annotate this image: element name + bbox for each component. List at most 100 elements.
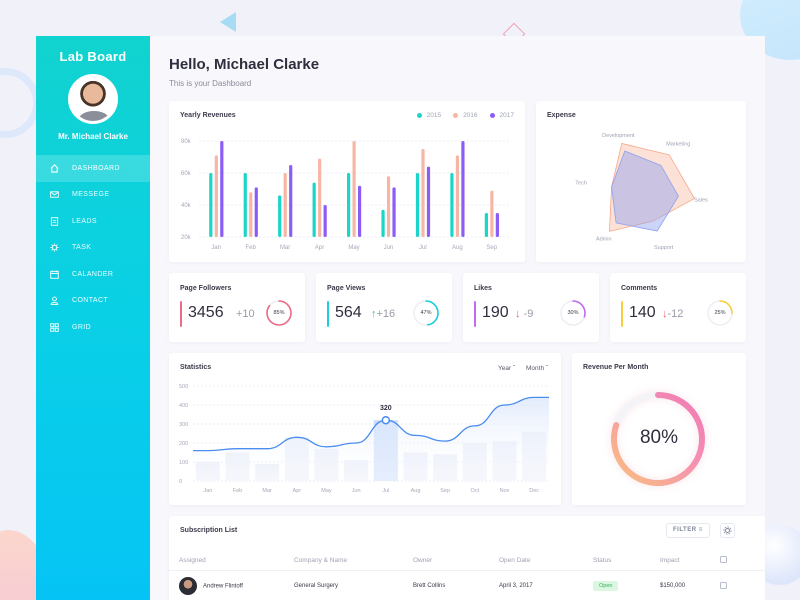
avatar[interactable] [68, 74, 118, 124]
arrow-up-icon: ↑ [371, 308, 377, 320]
calendar-icon [50, 270, 59, 279]
x-tick-label: Oct [471, 488, 480, 494]
gauge-percent: 80% [639, 427, 679, 448]
sidebar-item-leads[interactable]: LEADS [36, 208, 150, 235]
gear-icon [50, 243, 59, 252]
year-dropdown[interactable]: Year ˇ [498, 365, 516, 372]
highlight-value-label: 320 [380, 405, 392, 412]
stat-value: 564 [335, 304, 362, 321]
decoration-ring [0, 68, 40, 138]
stat-value: 3456 [188, 304, 224, 321]
filter-icon: ≡ [698, 527, 703, 533]
sidebar-item-task[interactable]: TASK [36, 235, 150, 262]
legend-item[interactable]: 2017 [489, 112, 514, 119]
card-title: Expense [547, 112, 576, 119]
x-tick-label: Jun [384, 245, 394, 251]
column-header[interactable]: Impact [660, 557, 680, 564]
radar-axis-label: Admin [596, 237, 612, 243]
progress-percent: 30% [567, 310, 579, 316]
stat-accent-bar [621, 301, 623, 327]
stat-label: Comments [621, 285, 658, 292]
avatar [179, 577, 197, 595]
column-header[interactable]: Status [593, 557, 612, 564]
stat-delta: ↓ -9 [515, 308, 534, 320]
x-tick-label: Sep [486, 245, 497, 251]
envelope-icon [50, 191, 59, 198]
column-header[interactable] [720, 556, 754, 565]
sidebar-item-grid[interactable]: GRID [36, 314, 150, 341]
progress-percent: 85% [273, 310, 285, 316]
brand-logo[interactable]: Lab Board [59, 49, 127, 64]
statistics-chart: 500 400 300 200 100 0 320 Jan Feb Mar Apr May Jun Jul… [179, 384, 549, 494]
bar [278, 195, 282, 237]
bar [289, 165, 293, 237]
progress-percent: 47% [420, 310, 432, 316]
subscription-list-card: Subscription List FILTER ≡ Assigned Comp… [169, 516, 765, 600]
main-content: Hello, Michael Clarke This is your Dashb… [150, 36, 765, 600]
x-tick-label: Nov [500, 488, 510, 494]
bar [312, 182, 316, 237]
legend-item[interactable]: 2015 [416, 112, 441, 119]
bar [243, 173, 247, 237]
yearly-revenues-chart: 80k 60k 40k 20k Jan Feb Mar Apr May Jun Jul Aug Sep [181, 139, 509, 251]
y-tick-label: 500 [179, 384, 188, 390]
bar [426, 166, 431, 237]
select-all-checkbox[interactable] [720, 556, 727, 563]
assigned-cell: Andrew Flintoff [179, 577, 294, 595]
legend-item[interactable]: 2016 [453, 112, 478, 119]
filter-button[interactable]: FILTER ≡ [666, 523, 710, 538]
sidebar-item-label: TASK [72, 244, 92, 252]
month-dropdown[interactable]: Month ˇ [526, 365, 549, 372]
x-tick-label: Mar [262, 488, 272, 494]
revenue-gauge [610, 391, 706, 487]
sidebar-item-label: GRID [72, 323, 92, 331]
row-checkbox[interactable] [720, 581, 727, 589]
bar [495, 213, 499, 237]
open-date-cell: April 3, 2017 [499, 583, 533, 589]
bar [386, 176, 391, 237]
bar [381, 209, 385, 237]
bar [450, 173, 454, 237]
document-icon [50, 217, 59, 226]
page-followers-card: Page Followers 3456 +10 85% [169, 273, 305, 342]
stat-accent-bar [327, 301, 329, 327]
radar-axis-label: Development [602, 133, 635, 139]
stat-delta: +10 [236, 308, 255, 320]
stat-label: Likes [474, 285, 492, 292]
x-tick-label: Feb [233, 488, 242, 494]
x-tick-label: Jul [382, 488, 389, 494]
y-tick-label: 0 [179, 479, 182, 485]
progress-percent: 25% [714, 310, 726, 316]
legend-dot [489, 112, 495, 118]
column-header[interactable]: Company & Name [294, 557, 348, 564]
sidebar-item-message[interactable]: MESSEGE [36, 182, 150, 209]
bar [214, 155, 218, 237]
progress-ring [266, 300, 292, 326]
sidebar-item-calendar[interactable]: CALANDER [36, 261, 150, 288]
sidebar-item-contact[interactable]: CONTACT [36, 288, 150, 315]
gear-icon [723, 526, 732, 535]
comments-card: Comments 140 ↓-12 25% [610, 273, 746, 342]
column-header[interactable]: Open Date [499, 557, 531, 564]
table-row[interactable]: Andrew Flintoff General Surgery Brett Co… [169, 570, 765, 600]
x-tick-label: Jan [211, 245, 221, 251]
sidebar-item-dashboard[interactable]: DASHBOARD [36, 155, 150, 182]
column-header[interactable]: Owner [413, 557, 433, 564]
stat-accent-bar [474, 301, 476, 327]
column-header[interactable]: Assigned [179, 557, 206, 564]
radar-axis-label: Marketing [666, 141, 690, 147]
ring-progress [707, 300, 733, 326]
x-tick-label: Jul [419, 245, 427, 251]
sidebar: Lab Board Mr. Michael Clarke DASHBOARD M… [36, 36, 150, 600]
settings-button[interactable] [720, 523, 735, 538]
arrow-down-icon: ↓ [662, 308, 668, 320]
x-tick-label: Dec [529, 488, 539, 494]
sidebar-item-label: MESSEGE [72, 191, 110, 199]
bar [490, 190, 494, 237]
arrow-down-icon: ↓ [515, 308, 521, 320]
progress-ring [560, 300, 586, 326]
x-tick-label: Jan [203, 488, 212, 494]
legend-dot [416, 112, 422, 118]
y-tick-label: 200 [179, 441, 188, 447]
bar [352, 141, 356, 237]
